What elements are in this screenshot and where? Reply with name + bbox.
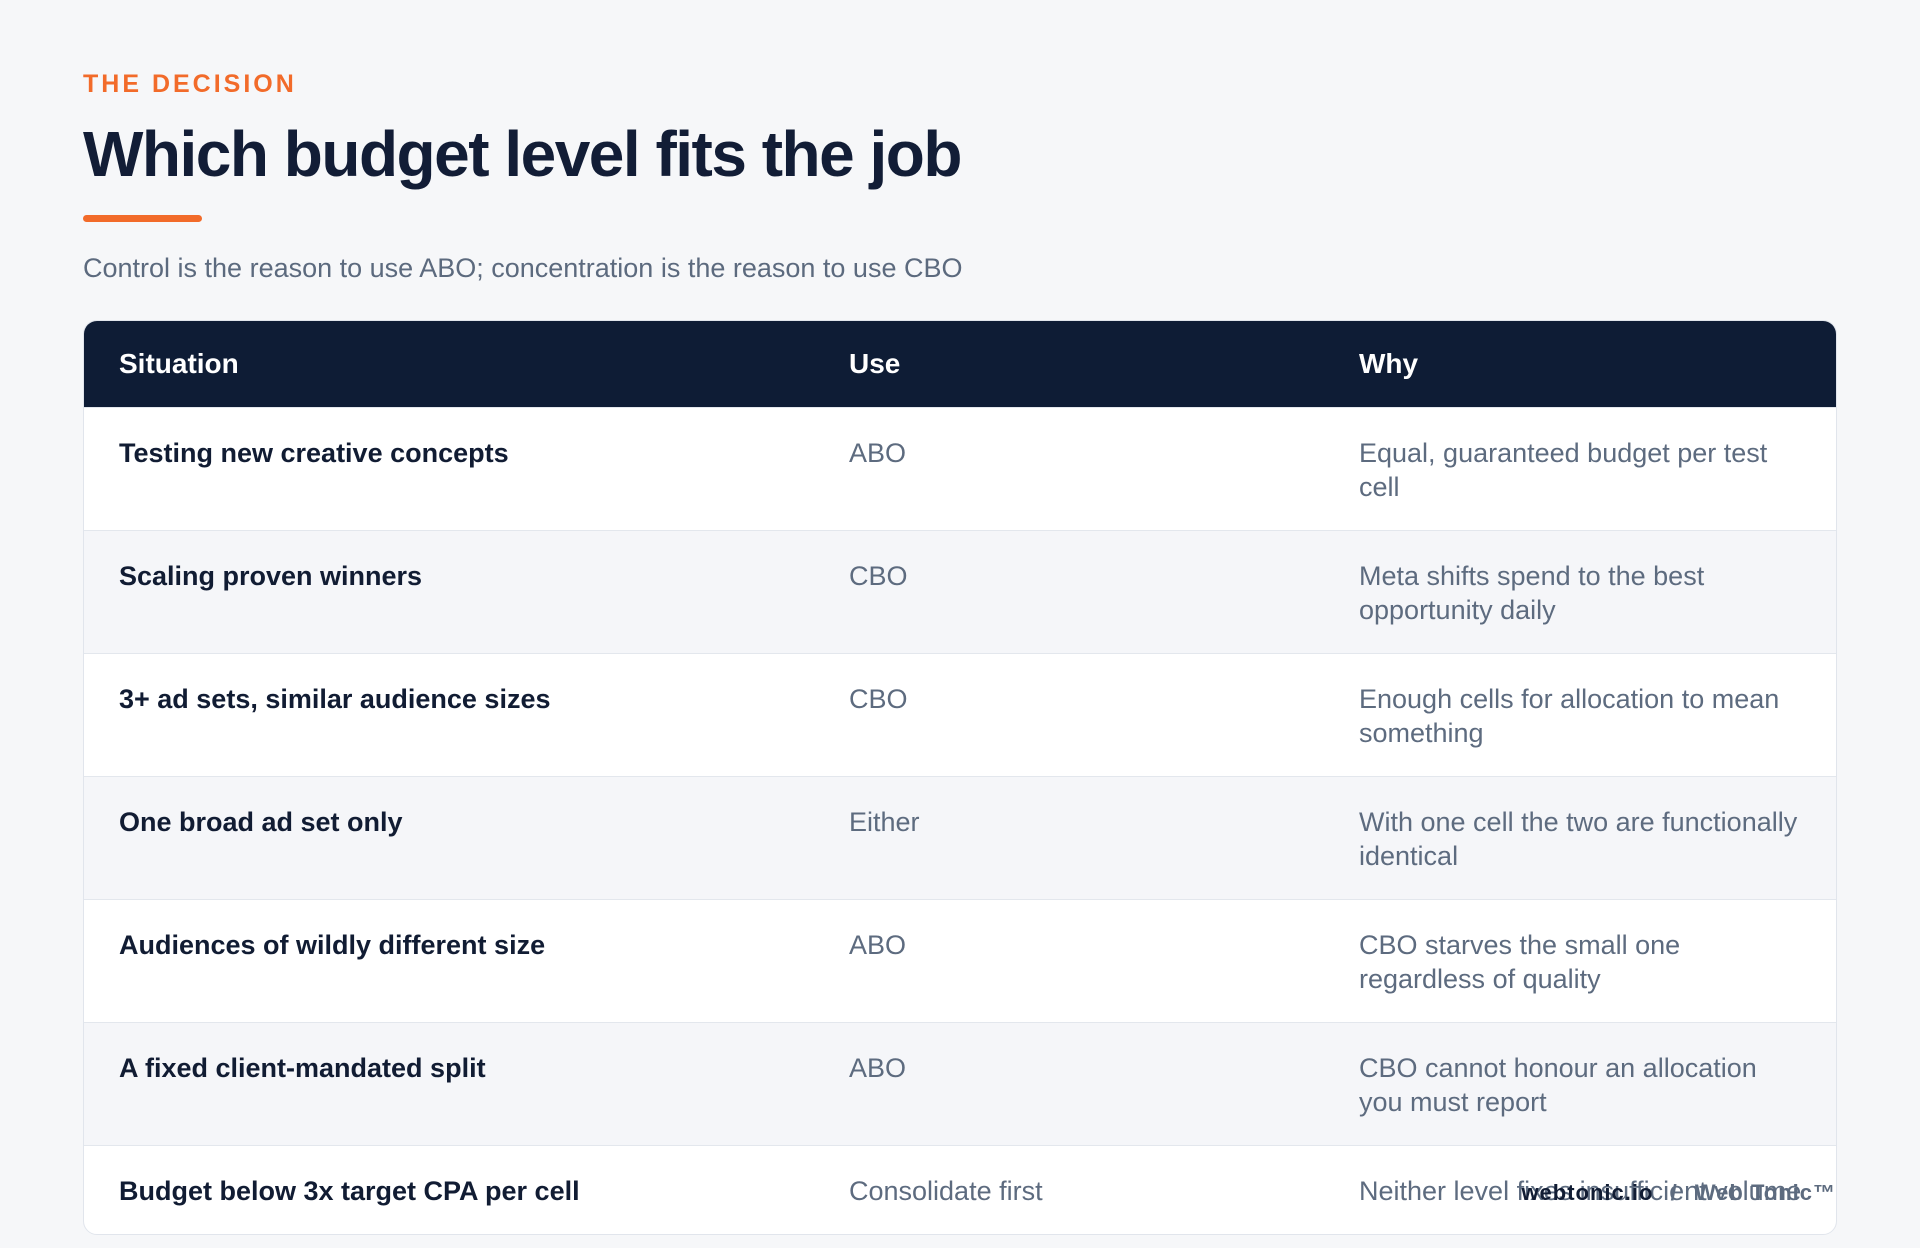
footer-domain: webtonic.io [1521,1180,1654,1205]
use-cell: Either [849,807,920,837]
title-accent-rule [83,215,202,222]
footer-credit: webtonic.io / Web Tonic™ [1521,1180,1836,1206]
situation-cell: 3+ ad sets, similar audience sizes [119,684,551,714]
situation-cell: A fixed client-mandated split [119,1053,486,1083]
why-cell: With one cell the two are functionally i… [1359,807,1798,871]
table-row: Budget below 3x target CPA per cell Cons… [84,1145,1836,1234]
decision-table: Situation Use Why Testing new creative c… [83,320,1837,1235]
why-cell: CBO starves the small one regardless of … [1359,930,1681,994]
page-subtitle: Control is the reason to use ABO; concen… [83,253,963,283]
column-header-use: Use [849,348,901,379]
table-row: 3+ ad sets, similar audience sizes CBO E… [84,653,1836,776]
table-row: One broad ad set only Either With one ce… [84,776,1836,899]
column-header-why: Why [1359,348,1419,379]
situation-cell: Budget below 3x target CPA per cell [119,1176,580,1206]
why-cell: Equal, guaranteed budget per test cell [1359,438,1768,502]
footer-separator: / [1670,1180,1678,1205]
table-row: A fixed client-mandated split ABO CBO ca… [84,1022,1836,1145]
footer-brand: Web Tonic™ [1694,1180,1836,1205]
table-header-row: Situation Use Why [84,321,1836,407]
use-cell: ABO [849,930,907,960]
eyebrow-label: THE DECISION [83,70,297,98]
use-cell: CBO [849,561,908,591]
table-row: Audiences of wildly different size ABO C… [84,899,1836,1022]
use-cell: CBO [849,684,908,714]
use-cell: ABO [849,438,907,468]
situation-cell: Scaling proven winners [119,561,423,591]
table-row: Testing new creative concepts ABO Equal,… [84,407,1836,530]
slide: THE DECISION Which budget level fits the… [83,66,1837,1235]
why-cell: Meta shifts spend to the best opportunit… [1359,561,1705,625]
why-cell: Enough cells for allocation to mean some… [1359,684,1780,748]
why-cell: Neither level fixes insufficient volume [1359,1176,1802,1206]
use-cell: ABO [849,1053,907,1083]
why-cell: CBO cannot honour an allocation you must… [1359,1053,1757,1117]
table-row: Scaling proven winners CBO Meta shifts s… [84,530,1836,653]
use-cell: Consolidate first [849,1176,1043,1206]
situation-cell: One broad ad set only [119,807,403,837]
situation-cell: Testing new creative concepts [119,438,509,468]
column-header-situation: Situation [119,348,239,379]
page-title: Which budget level fits the job [83,118,962,190]
situation-cell: Audiences of wildly different size [119,930,546,960]
